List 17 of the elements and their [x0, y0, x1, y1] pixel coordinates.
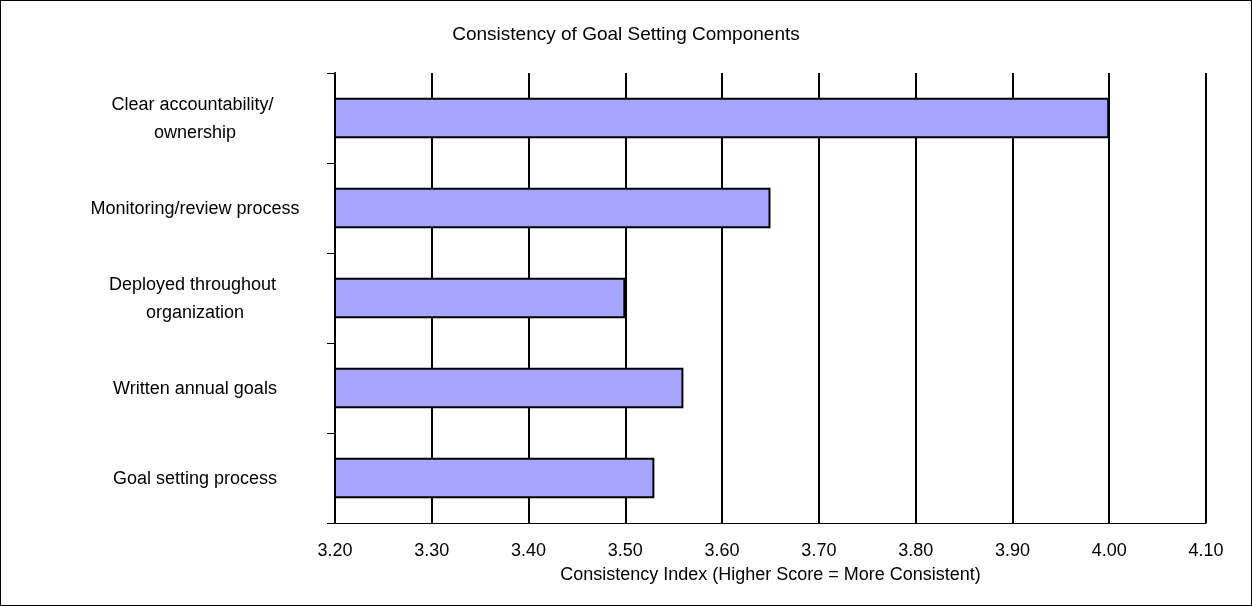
y-tick-label: Clear accountability/ ownership	[111, 94, 279, 142]
x-tick-label: 3.90	[994, 540, 1030, 560]
y-tick-label: Goal setting process	[112, 468, 278, 488]
y-tick-label: Written annual goals	[113, 378, 277, 398]
y-tick-label: Deployed throughout organization	[108, 274, 282, 322]
x-tick-label: 3.20	[317, 540, 353, 560]
y-tick-label: Monitoring/review process	[90, 198, 300, 218]
x-axis-title: Consistency Index (Higher Score = More Consistent)	[560, 564, 981, 584]
x-tick-label: 3.60	[704, 540, 740, 560]
chart-title: Consistency of Goal Setting Components	[452, 23, 800, 44]
x-tick-label: 4.10	[1188, 540, 1224, 560]
x-tick-label: 3.30	[414, 540, 450, 560]
x-tick-label: 3.80	[898, 540, 934, 560]
x-tick-label: 3.50	[607, 540, 643, 560]
x-tick-label: 3.70	[801, 540, 837, 560]
x-tick-label: 3.40	[511, 540, 547, 560]
x-tick-label: 4.00	[1091, 540, 1127, 560]
